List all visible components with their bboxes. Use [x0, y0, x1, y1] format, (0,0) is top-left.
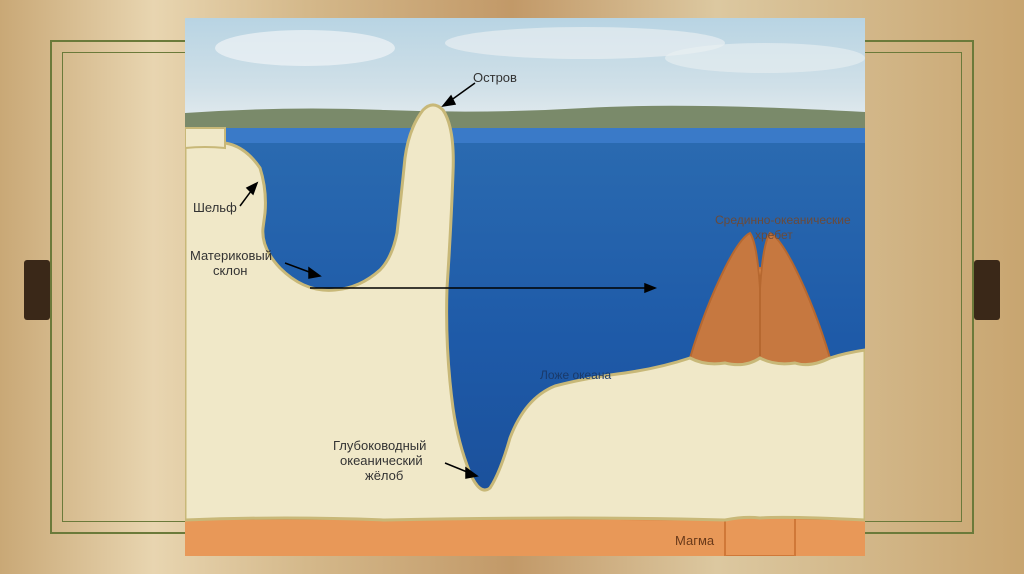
label-island: Остров: [473, 70, 517, 86]
label-ridge-line2: хребет: [755, 228, 793, 242]
label-slope-line2: склон: [213, 263, 247, 279]
label-shelf: Шельф: [193, 200, 237, 216]
decor-tab-left: [24, 260, 50, 320]
label-magma: Магма: [675, 533, 714, 549]
label-trench-line3: жёлоб: [365, 468, 403, 484]
decor-tab-right: [974, 260, 1000, 320]
ocean-floor-diagram: Остров Шельф Материковый склон Ложе океа…: [185, 18, 865, 556]
label-trench-line1: Глубоководный: [333, 438, 426, 454]
label-ridge-line1: Срединно-океанические: [715, 213, 851, 227]
label-slope-line1: Материковый: [190, 248, 272, 264]
label-ocean-floor: Ложе океана: [540, 368, 611, 382]
label-trench-line2: океанический: [340, 453, 423, 469]
